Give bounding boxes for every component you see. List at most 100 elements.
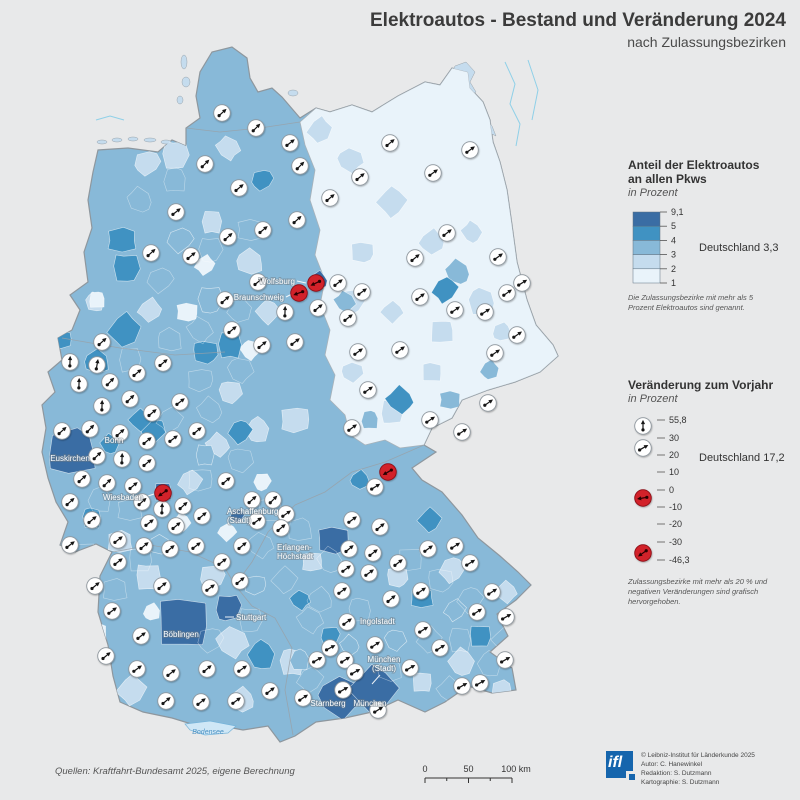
district-border <box>196 395 223 424</box>
district-border <box>377 656 402 682</box>
growth-arrow-marker <box>453 677 471 695</box>
growth-arrow-marker <box>153 500 171 518</box>
growth-arrow-marker <box>461 141 479 159</box>
growth-arrow-marker <box>188 422 206 440</box>
district-border <box>188 469 213 492</box>
map-label: München <box>368 655 401 664</box>
growth-arrow-marker <box>340 540 358 558</box>
credit-copyright: © Leibniz-Institut für Länderkunde 2025 <box>641 752 755 759</box>
district-border <box>239 608 263 632</box>
district-patch <box>382 711 404 733</box>
growth-arrow-marker <box>192 693 210 711</box>
growth-arrow-marker <box>216 291 234 309</box>
growth-arrow-marker <box>167 203 185 221</box>
growth-arrow-marker <box>294 689 312 707</box>
legend-change-tick: 30 <box>669 433 679 443</box>
growth-arrow-marker <box>142 244 160 262</box>
district-patch <box>442 598 467 623</box>
growth-arrow-marker <box>401 659 419 677</box>
district-border <box>158 327 182 352</box>
legend-change-title: Veränderung zum Vorjahr <box>628 378 774 392</box>
growth-arrow-marker <box>213 104 231 122</box>
red-decline-marker <box>379 463 397 481</box>
district-patch <box>384 384 414 415</box>
growth-arrow-marker <box>349 343 367 361</box>
growth-arrow-marker <box>182 247 200 265</box>
growth-arrow-marker <box>339 309 357 327</box>
ifl-logo-text: ifl <box>608 754 623 771</box>
district-border <box>288 517 312 541</box>
legend-share-tick: 2 <box>671 264 676 274</box>
map-label: Höchstadt <box>277 552 314 561</box>
legend-change-tick: -10 <box>669 502 682 512</box>
district-border <box>155 406 184 435</box>
district-patch <box>142 602 160 621</box>
growth-arrow-marker <box>143 404 161 422</box>
district-border <box>197 628 225 654</box>
growth-arrow-marker <box>513 274 531 292</box>
growth-arrow-marker <box>634 417 652 435</box>
district-patch <box>438 557 467 585</box>
legend-share-tick: 5 <box>671 221 676 231</box>
growth-arrow-marker <box>479 394 497 412</box>
district-border <box>306 585 332 613</box>
district-patch <box>229 509 245 524</box>
legend-share-title-line1: Anteil der Elektroautos <box>628 158 760 172</box>
map-label: Aschaffenburg <box>227 507 278 516</box>
legend-change-note: Zulassungsbezirke mit mehr als 20 % und … <box>628 577 768 607</box>
district-patch <box>227 420 254 446</box>
growth-arrow-marker <box>346 663 364 681</box>
district-border <box>295 606 325 635</box>
district-patch <box>254 299 282 326</box>
growth-arrow-marker <box>248 512 266 530</box>
growth-arrow-marker <box>161 540 179 558</box>
growth-arrow-marker <box>321 189 339 207</box>
district-patch <box>447 646 475 676</box>
growth-arrow-marker <box>272 519 290 537</box>
district-border <box>316 545 342 573</box>
district-patch <box>106 310 142 348</box>
growth-arrow-marker <box>264 491 282 509</box>
growth-arrow-marker <box>227 692 245 710</box>
growth-arrow-marker <box>196 155 214 173</box>
district-patch <box>444 257 470 285</box>
district-patch <box>351 242 374 263</box>
district-patch <box>305 115 333 144</box>
legend-class-swatch <box>632 268 661 284</box>
district-patch <box>281 407 310 434</box>
growth-arrow-marker <box>468 603 486 621</box>
growth-arrow-marker <box>93 397 111 415</box>
credit-editor: Redaktion: S. Dutzmann <box>641 770 712 778</box>
growth-arrow-marker <box>109 553 127 571</box>
district-patch <box>89 291 105 308</box>
district-patch <box>53 331 72 349</box>
district-patch <box>539 578 556 595</box>
growth-arrow-marker <box>360 564 378 582</box>
district-patch <box>470 625 492 647</box>
growth-arrow-marker <box>113 450 131 468</box>
map-labels: Wolfsburg Braunschweig Euskirchen Bonn Wiesb… <box>49 276 401 736</box>
district-patch <box>431 276 460 305</box>
district-patch <box>514 603 531 621</box>
map-label: Stuttgart <box>236 613 267 622</box>
legend-change-tick: -46,3 <box>669 555 690 565</box>
district-patch <box>251 170 275 192</box>
growth-arrow-marker <box>98 474 116 492</box>
growth-arrow-marker <box>288 211 306 229</box>
page-title: Elektroautos - Bestand und Veränderung 2… <box>370 10 786 31</box>
map-label: Erlangen- <box>277 543 312 552</box>
map-label: Bodensee <box>192 729 224 736</box>
legend-change-tick: 20 <box>669 450 679 460</box>
district-patch <box>253 473 272 492</box>
map-label: Braunschweig <box>234 293 284 302</box>
district-border <box>227 358 255 384</box>
growth-arrow-marker <box>634 439 652 457</box>
district-border <box>227 448 254 474</box>
district-patch <box>176 302 198 322</box>
growth-arrow-marker <box>497 608 515 626</box>
growth-arrow-marker <box>128 364 146 382</box>
growth-arrow-marker <box>419 540 437 558</box>
district-patch <box>431 320 454 343</box>
growth-arrow-marker <box>247 119 265 137</box>
